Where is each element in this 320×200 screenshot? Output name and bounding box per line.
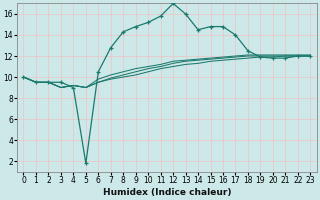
X-axis label: Humidex (Indice chaleur): Humidex (Indice chaleur) xyxy=(103,188,231,197)
